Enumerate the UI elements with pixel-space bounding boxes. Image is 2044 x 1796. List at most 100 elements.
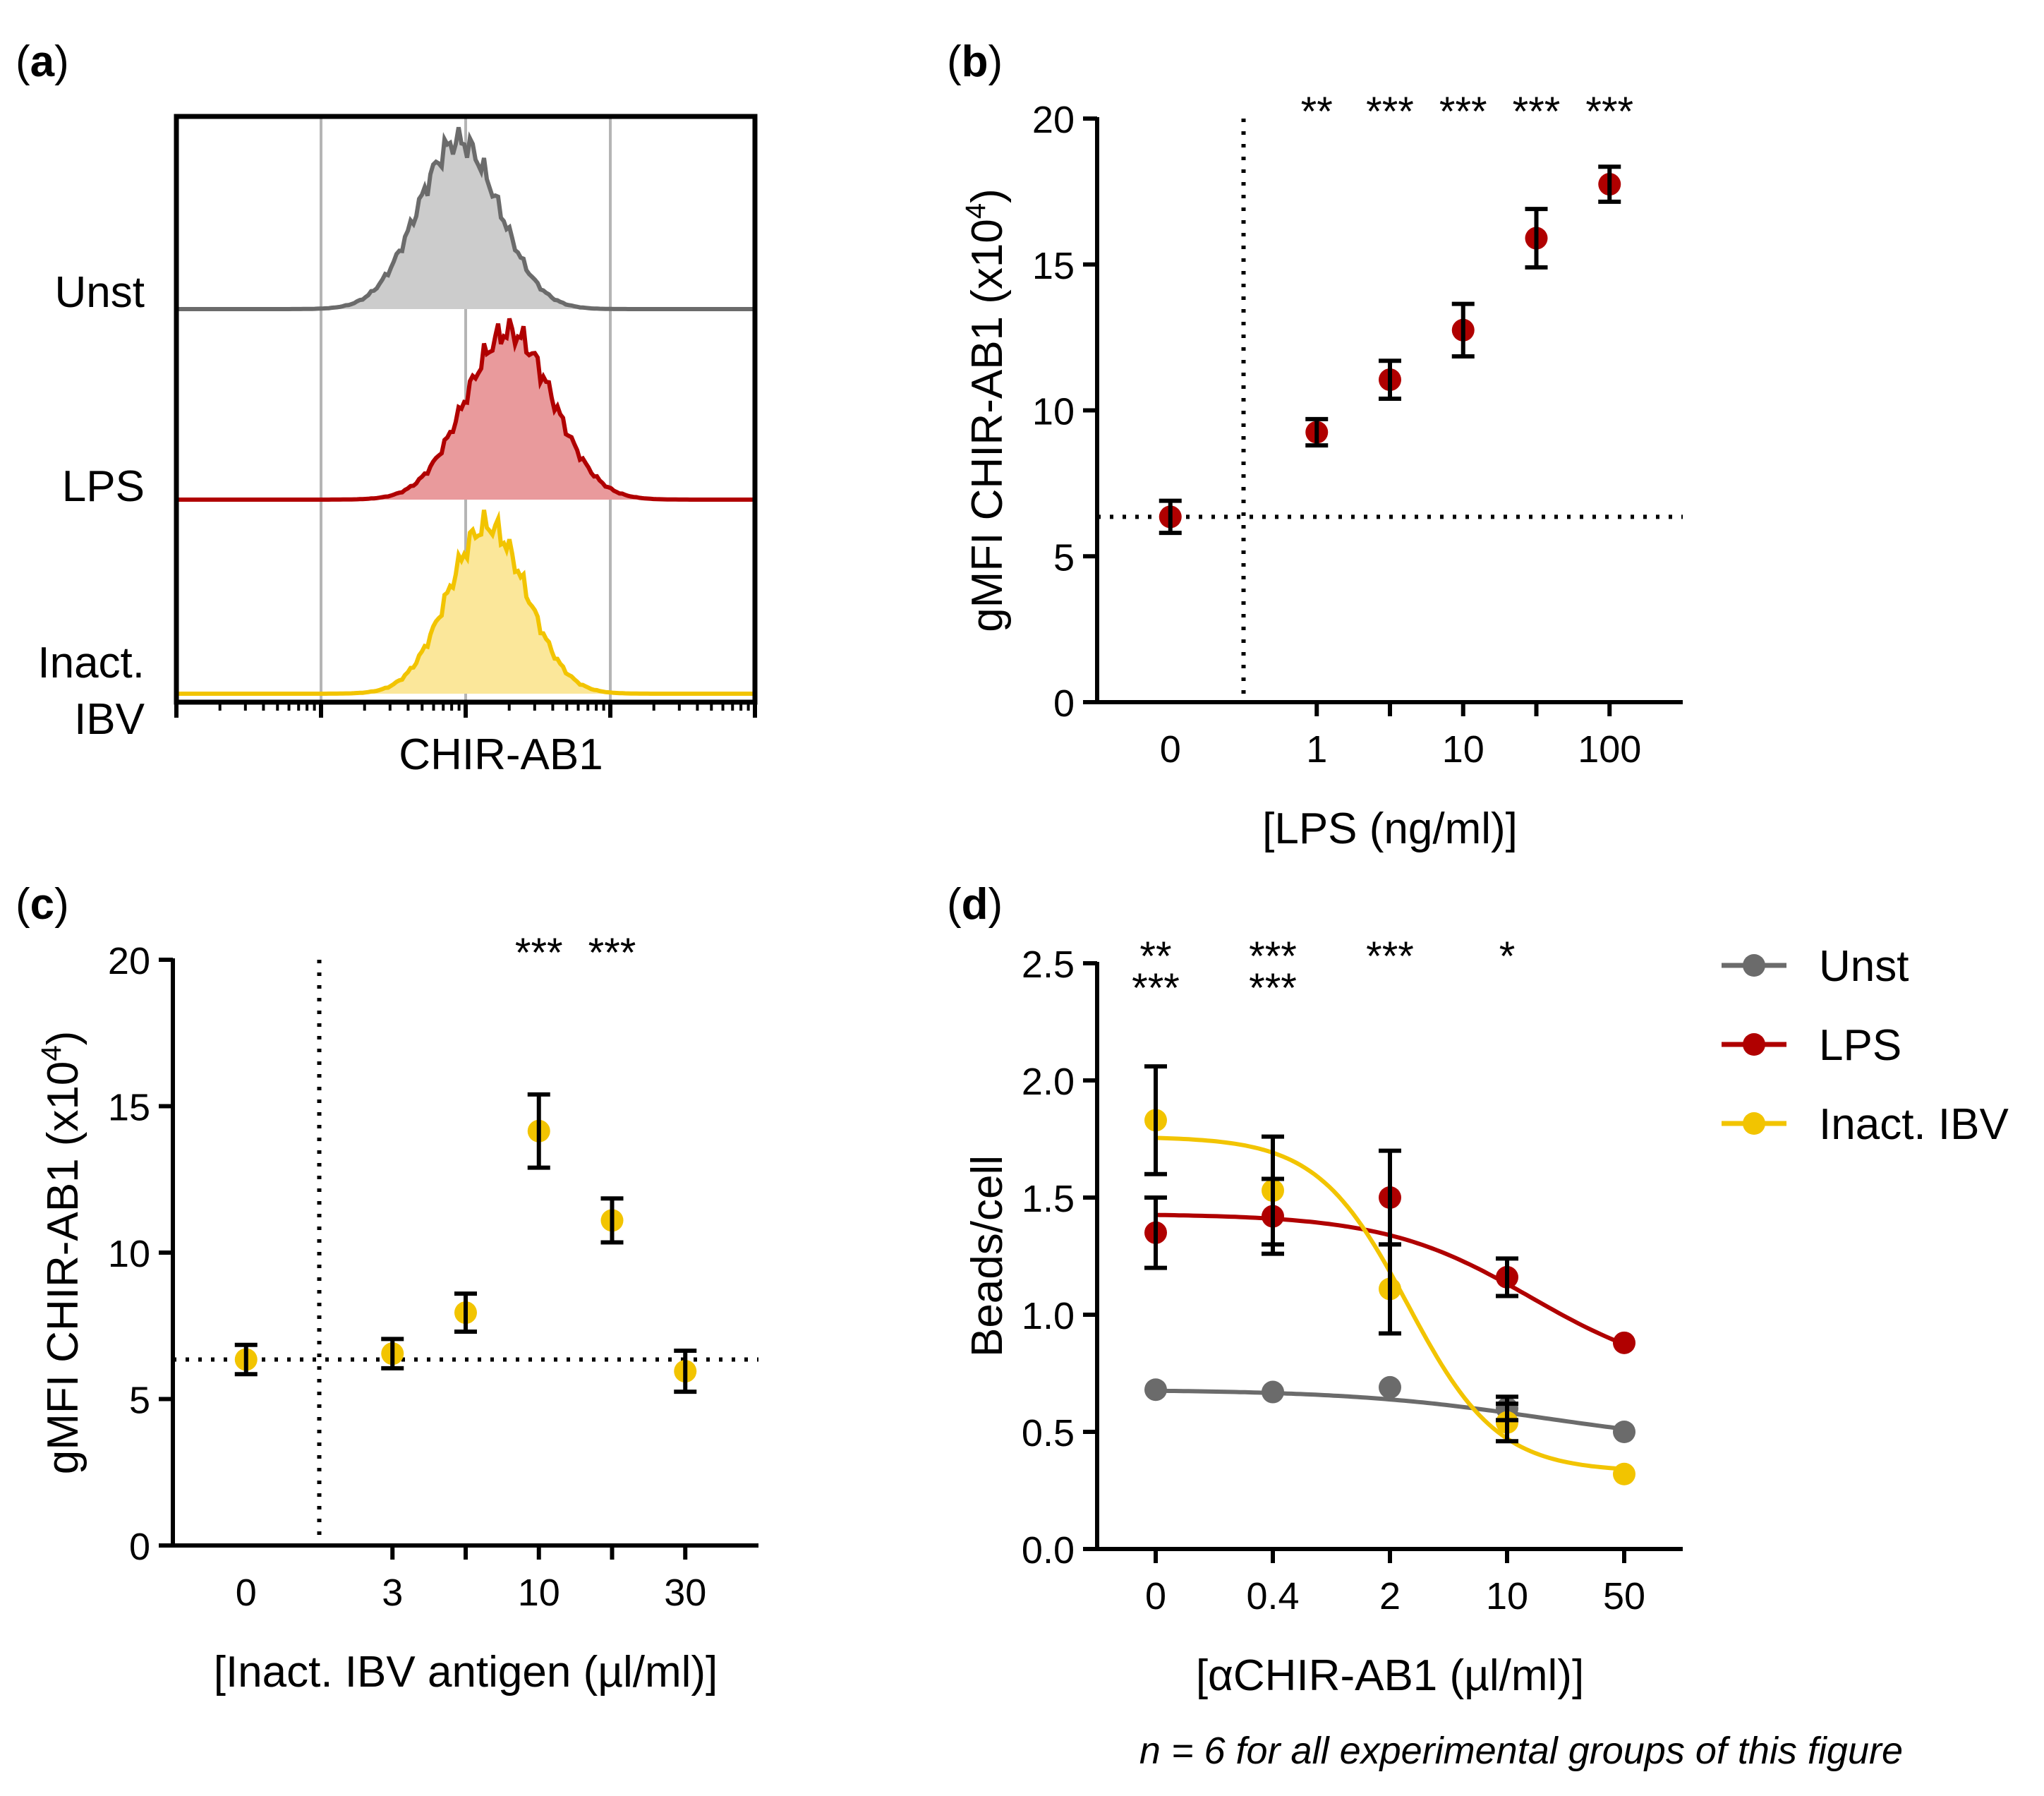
x-tick-label: 50 — [1603, 1575, 1645, 1617]
panel-c-chart: 0 5 10 15 20 0 3 10 30 *** *** [Inact. IBV antigen … — [36, 930, 758, 1696]
error-bar — [1305, 416, 1329, 448]
y-tick-label: 15 — [1032, 245, 1075, 287]
significance-marker: * — [1499, 934, 1516, 980]
histogram-line-inact — [176, 510, 755, 696]
panel-c-label: (c) — [16, 880, 69, 929]
footnote: n = 6 for all experimental groups of thi… — [0, 1729, 2044, 1773]
panel-d-label: (d) — [947, 880, 1003, 929]
error-bar — [1262, 1134, 1284, 1247]
data-point-lps — [1613, 1331, 1635, 1354]
track-label-ibv: IBV — [74, 695, 145, 744]
data-point-unst — [1379, 1375, 1401, 1399]
track-label-unst: Unst — [55, 268, 145, 317]
significance-marker: *** — [1513, 89, 1561, 135]
error-bar — [381, 1337, 404, 1370]
panel-a-histogram: Unst LPS Inact. IBV CHIR-AB1 — [37, 114, 758, 779]
error-bar — [234, 1342, 258, 1377]
data-point-unst — [1613, 1421, 1635, 1443]
error-bar — [1496, 1256, 1518, 1298]
x-tick-label: 2 — [1379, 1575, 1401, 1617]
panel-d-xlabel: [αCHIR-AB1 (µl/ml)] — [1196, 1651, 1584, 1700]
panel-a-label: (a) — [16, 37, 69, 86]
panel-d-ylabel: Beads/cell — [963, 1155, 1012, 1357]
x-tick-label: 0 — [1145, 1575, 1166, 1617]
significance-marker: *** — [1366, 934, 1414, 980]
significance-marker: *** — [588, 930, 636, 976]
y-tick-label: 2.0 — [1022, 1061, 1075, 1103]
data-point-unst — [1262, 1380, 1284, 1404]
significance-marker: *** — [1585, 89, 1633, 135]
legend-label-unst: Unst — [1819, 942, 1909, 991]
error-bar — [674, 1349, 697, 1394]
panel-b-xlabel: [LPS (ng/ml)] — [1262, 804, 1518, 853]
y-tick-label: 15 — [108, 1087, 150, 1129]
x-tick-label: 10 — [1442, 728, 1484, 771]
significance-marker: *** — [1439, 89, 1487, 135]
error-bar — [1144, 1195, 1167, 1270]
error-bar — [1379, 358, 1401, 401]
error-bar — [1598, 164, 1621, 204]
y-tick-label: 0.5 — [1022, 1412, 1075, 1454]
x-tick-label: 10 — [518, 1572, 560, 1614]
panel-c-ylabel: gMFI CHIR-AB1 (x104) — [36, 1031, 87, 1475]
panel-a-xlabel: CHIR-AB1 — [399, 730, 603, 779]
fit-curve-unst — [1155, 1388, 1625, 1431]
panel-d-legend: Unst LPS Inact. IBV — [1722, 942, 2009, 1149]
panel-b-ylabel: gMFI CHIR-AB1 (x104) — [960, 188, 1012, 632]
track-label-inact: Inact. — [37, 639, 145, 687]
y-tick-label: 10 — [108, 1233, 150, 1275]
y-tick-label: 20 — [108, 940, 150, 982]
histogram-line-unst — [176, 126, 755, 311]
x-tick-label: 0 — [236, 1572, 257, 1614]
significance-marker: *** — [1249, 934, 1297, 980]
x-tick-label: 0.4 — [1246, 1575, 1299, 1617]
data-point-inactibv — [1613, 1462, 1635, 1485]
x-tick-label: 10 — [1486, 1575, 1528, 1617]
footnote-text: n = 6 for all experimental groups of thi… — [1139, 1730, 1903, 1772]
significance-marker: ** — [1301, 89, 1333, 135]
legend-marker-ibv — [1743, 1112, 1765, 1135]
x-tick-label: 3 — [382, 1572, 403, 1614]
significance-marker: *** — [515, 930, 563, 976]
significance-marker: *** — [1366, 89, 1414, 135]
y-tick-label: 5 — [129, 1380, 150, 1422]
track-label-lps: LPS — [62, 462, 145, 511]
legend-label-ibv: Inact. IBV — [1819, 1100, 2009, 1149]
significance-marker: ** — [1139, 934, 1171, 980]
error-bar — [1144, 1064, 1167, 1176]
y-tick-label: 2.5 — [1022, 944, 1075, 986]
data-point-unst — [1144, 1378, 1167, 1402]
y-tick-label: 0.0 — [1022, 1529, 1075, 1572]
y-tick-label: 1.0 — [1022, 1295, 1075, 1337]
error-bar — [1451, 301, 1475, 359]
legend-marker-unst — [1743, 954, 1765, 977]
histogram-fill-unst — [176, 127, 755, 309]
y-tick-label: 0 — [1053, 682, 1075, 725]
error-bar — [600, 1196, 624, 1245]
error-bar — [1525, 207, 1548, 270]
x-tick-label: 100 — [1578, 728, 1641, 771]
error-bar — [454, 1291, 477, 1334]
significance-marker: *** — [1132, 965, 1180, 1011]
y-tick-label: 1.5 — [1022, 1178, 1075, 1220]
error-bar — [1496, 1402, 1518, 1444]
x-tick-label: 30 — [664, 1572, 706, 1614]
significance-marker: *** — [1249, 965, 1297, 1011]
error-bar — [527, 1092, 550, 1170]
legend-marker-lps — [1743, 1033, 1765, 1056]
legend-label-lps: LPS — [1819, 1021, 1901, 1070]
y-tick-label: 20 — [1032, 99, 1075, 141]
y-tick-label: 0 — [129, 1526, 150, 1568]
y-tick-label: 10 — [1032, 391, 1075, 433]
error-bar — [1379, 1242, 1401, 1336]
histogram-fill-lps — [176, 318, 755, 500]
x-tick-label: 1 — [1306, 728, 1327, 771]
panel-b-label: (b) — [947, 37, 1003, 86]
panel-d-chart: 0.00.51.01.52.02.50 0.4 2 10 50** *** *** **** *… — [963, 934, 1683, 1700]
histogram-fill-inact — [176, 510, 755, 694]
y-tick-label: 5 — [1053, 536, 1075, 579]
error-bar — [1159, 498, 1182, 536]
histogram-line-lps — [176, 318, 755, 502]
